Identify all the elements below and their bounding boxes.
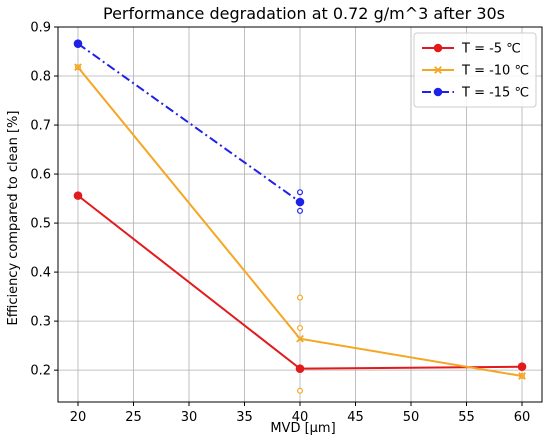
x-marker-stroke bbox=[518, 372, 526, 380]
series-2 bbox=[74, 63, 526, 394]
y-axis-label: Efficiency compared to clean [%] bbox=[6, 111, 21, 326]
x-tick-label: 60 bbox=[514, 410, 531, 425]
legend-label: T = -15 ℃ bbox=[461, 86, 529, 101]
replicate-point bbox=[297, 207, 304, 214]
circle-marker bbox=[73, 191, 83, 200]
x-marker bbox=[296, 334, 304, 343]
x-axis-label: MVD [µm] bbox=[270, 421, 335, 436]
circle-marker-legend bbox=[433, 87, 443, 97]
y-tick-label: 0.9 bbox=[30, 21, 51, 36]
y-tick-label: 0.5 bbox=[30, 217, 51, 232]
x-tick-label: 50 bbox=[403, 410, 420, 425]
series-1 bbox=[73, 191, 527, 373]
legend-item: T = -5 ℃ bbox=[422, 42, 521, 57]
y-tick-label: 0.7 bbox=[30, 119, 51, 134]
x-tick-label: 55 bbox=[458, 410, 475, 425]
circle-marker bbox=[73, 39, 83, 48]
plot-data bbox=[73, 39, 527, 394]
legend-label: T = -10 ℃ bbox=[461, 64, 529, 79]
circle-marker bbox=[517, 362, 527, 372]
legend-item: T = -15 ℃ bbox=[422, 86, 529, 101]
x-marker-stroke bbox=[434, 66, 442, 74]
x-marker bbox=[518, 372, 526, 380]
x-marker-stroke bbox=[296, 334, 304, 343]
x-tick-label: 40 bbox=[292, 410, 309, 425]
series-3 bbox=[73, 39, 305, 214]
replicate-point bbox=[297, 189, 304, 196]
x-tick-label: 35 bbox=[236, 410, 253, 425]
y-tick-label: 0.8 bbox=[30, 70, 51, 85]
axes: 20 25 30 35 40 45 50 55 60 0.2 0.3 0.4 0.5 0.6 0.7 0.8 0… bbox=[30, 21, 543, 425]
x-tick-label: 25 bbox=[125, 410, 142, 425]
legend-box bbox=[413, 32, 537, 108]
y-tick-label: 0.4 bbox=[30, 266, 51, 281]
replicate-point bbox=[297, 294, 304, 301]
y-tick-label: 0.6 bbox=[30, 168, 51, 183]
legend: T = -5 ℃ T = -10 ℃ T = -15 ℃ bbox=[413, 32, 537, 108]
legend-label: T = -5 ℃ bbox=[461, 42, 521, 57]
x-tick-label: 20 bbox=[70, 410, 87, 425]
x-marker bbox=[74, 63, 82, 72]
circle-marker bbox=[295, 197, 305, 207]
replicate-point bbox=[297, 387, 304, 394]
legend-item: T = -10 ℃ bbox=[422, 64, 529, 79]
replicate-point bbox=[297, 324, 304, 331]
y-tick-label: 0.2 bbox=[30, 364, 51, 379]
circle-marker bbox=[295, 364, 305, 373]
x-tick-label: 30 bbox=[181, 410, 198, 425]
x-tick-label: 45 bbox=[347, 410, 364, 425]
x-marker-stroke bbox=[74, 63, 82, 72]
y-tick-label: 0.3 bbox=[30, 315, 51, 330]
x-marker-legend bbox=[434, 66, 442, 74]
circle-marker-legend bbox=[433, 43, 443, 53]
chart-title: Performance degradation at 0.72 g/m^3 af… bbox=[103, 4, 505, 23]
